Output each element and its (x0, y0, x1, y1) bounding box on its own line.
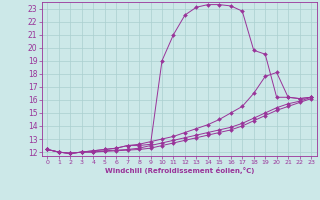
X-axis label: Windchill (Refroidissement éolien,°C): Windchill (Refroidissement éolien,°C) (105, 167, 254, 174)
